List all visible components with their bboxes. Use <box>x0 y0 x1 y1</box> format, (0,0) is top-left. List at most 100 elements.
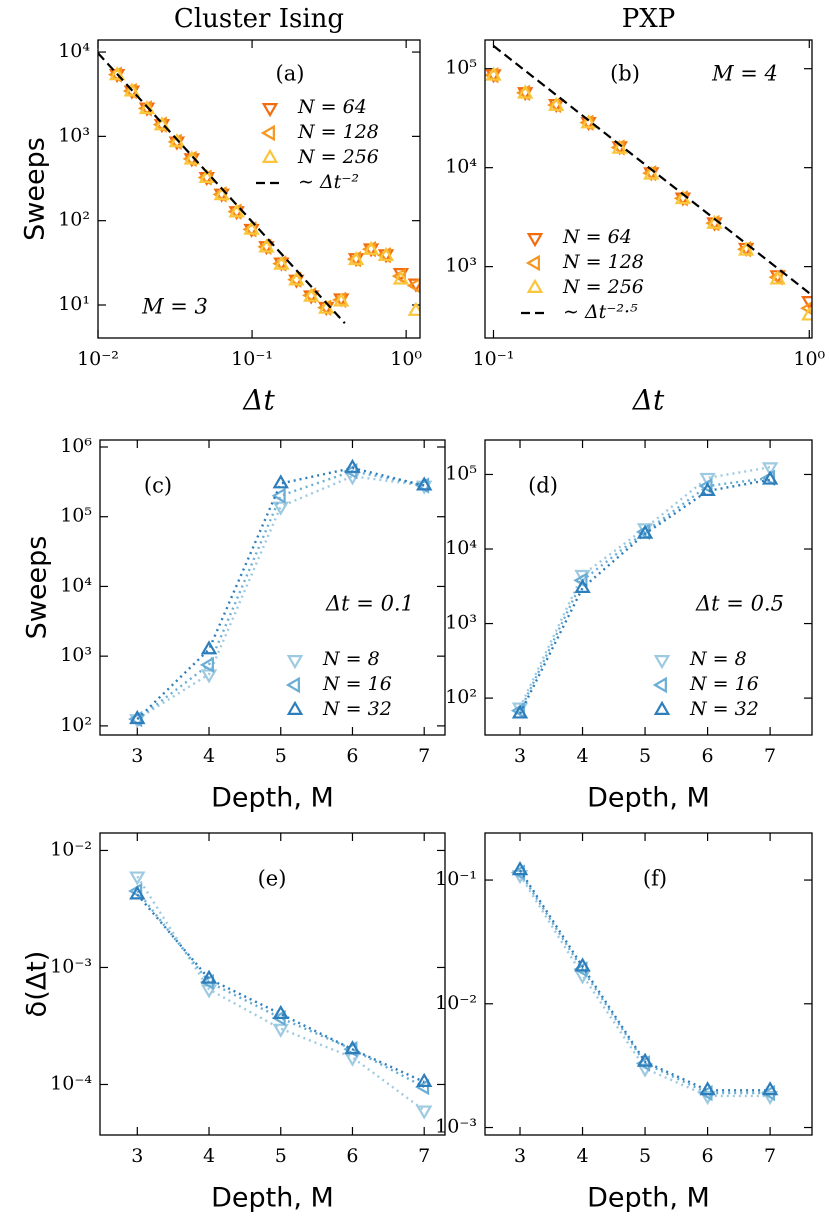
marker <box>415 476 433 491</box>
legend-label: N = 16 <box>322 673 392 695</box>
x-tick-label: 5 <box>639 1145 651 1167</box>
legend-label: N = 32 <box>689 698 759 720</box>
marker <box>344 458 361 473</box>
marker <box>200 669 218 684</box>
marker <box>485 66 502 81</box>
marker <box>525 254 540 272</box>
marker <box>737 241 755 256</box>
marker <box>153 116 171 131</box>
x-axis-label: Depth, M <box>211 783 334 814</box>
y-tick-label: 10² <box>60 714 92 736</box>
y-tick-label: 10⁴ <box>445 156 477 178</box>
marker <box>801 295 812 311</box>
marker <box>415 1072 433 1087</box>
marker <box>699 1081 716 1096</box>
marker <box>548 96 565 111</box>
marker <box>302 287 320 302</box>
legend-label: N = 128 <box>297 121 379 143</box>
x-tick-label: 5 <box>639 745 651 767</box>
x-tick-label: 6 <box>702 1145 714 1167</box>
y-tick-label: 10⁻³ <box>50 955 92 977</box>
marker <box>168 133 186 148</box>
marker <box>260 124 275 142</box>
x-tick-label: 6 <box>346 1145 358 1167</box>
axes-frame <box>484 39 813 339</box>
marker <box>769 270 786 285</box>
x-axis-label: Depth, M <box>211 1183 334 1214</box>
marker <box>636 1052 654 1067</box>
marker <box>273 255 290 270</box>
axes-frame <box>99 832 446 1136</box>
panel: 3 4 5 6 7 10² 10³ 10⁴ 10⁵ 10⁶ (c) Δt = 0.1 Depth, M S… <box>22 435 446 814</box>
y-axis-label: δ(Δt) <box>22 951 53 1018</box>
series-line <box>136 875 425 1112</box>
y-tick-label: 10⁻⁴ <box>50 1072 92 1094</box>
legend-label: N = 256 <box>562 276 644 298</box>
legend-label: N = 64 <box>297 96 367 118</box>
x-tick-label: 10⁰ <box>390 348 422 370</box>
x-tick-label: 4 <box>576 1145 588 1167</box>
marker <box>108 66 126 81</box>
series-line <box>518 466 771 708</box>
series-line <box>518 874 771 1098</box>
marker <box>526 278 544 293</box>
legend-label: N = 8 <box>689 648 747 670</box>
x-tick-label: 3 <box>131 1145 143 1167</box>
marker <box>574 578 591 593</box>
marker <box>213 186 230 201</box>
y-tick-label: 10⁻³ <box>435 1116 477 1138</box>
plot-area <box>485 45 812 321</box>
y-tick-label: 10³ <box>445 255 477 277</box>
marker <box>129 709 146 725</box>
series-line <box>518 869 771 1092</box>
marker <box>580 114 597 129</box>
marker <box>286 700 304 715</box>
marker <box>333 292 350 307</box>
marker <box>761 1081 779 1096</box>
marker <box>129 871 146 886</box>
marker <box>761 470 779 485</box>
marker <box>200 969 218 984</box>
marker <box>761 462 779 477</box>
y-tick-label: 10⁵ <box>445 462 477 484</box>
marker <box>516 84 534 99</box>
series-line <box>136 469 425 721</box>
marker <box>362 240 380 255</box>
marker <box>228 203 245 218</box>
y-axis-label: Sweeps <box>20 137 51 241</box>
x-axis-label: Δt <box>242 384 275 417</box>
plot-area <box>98 52 420 324</box>
x-tick-label: 10⁻¹ <box>473 348 515 370</box>
y-axis-label: Sweeps <box>22 536 53 640</box>
axes-frame <box>99 439 446 736</box>
x-axis-label: Depth, M <box>587 783 710 814</box>
y-tick-label: 10³ <box>58 124 90 146</box>
y-tick-label: 10³ <box>445 612 477 634</box>
panel-label: (d) <box>528 474 558 498</box>
marker <box>611 139 628 154</box>
legend-label: N = 64 <box>562 226 632 248</box>
marker <box>261 148 279 163</box>
plot-area <box>510 861 779 1106</box>
panel: 3 4 5 6 7 10⁻³ 10⁻² 10⁻¹ (f) Depth, M <box>435 832 813 1214</box>
marker <box>653 700 671 715</box>
panel-label: (e) <box>258 867 287 891</box>
marker <box>258 238 275 253</box>
marker <box>407 301 420 316</box>
marker <box>653 655 671 670</box>
legend-label: ∼ Δt⁻²·⁵ <box>563 301 638 323</box>
marker <box>377 246 395 262</box>
marker <box>243 220 260 235</box>
marker <box>272 1004 289 1019</box>
panel: PXP 10⁻¹ 10⁰ 10³ 10⁴ 10⁵ (b) M = 4 Δt N = 64 N = 1… <box>445 4 825 417</box>
column-title: Cluster Ising <box>174 4 344 34</box>
x-tick-label: 3 <box>131 745 143 767</box>
panel-label: (a) <box>276 62 305 86</box>
x-tick-label: 3 <box>514 745 526 767</box>
series-line <box>518 476 771 712</box>
y-tick-label: 10⁻² <box>435 992 477 1014</box>
marker <box>285 676 300 694</box>
marker <box>344 1040 361 1055</box>
plot-area <box>510 462 779 719</box>
